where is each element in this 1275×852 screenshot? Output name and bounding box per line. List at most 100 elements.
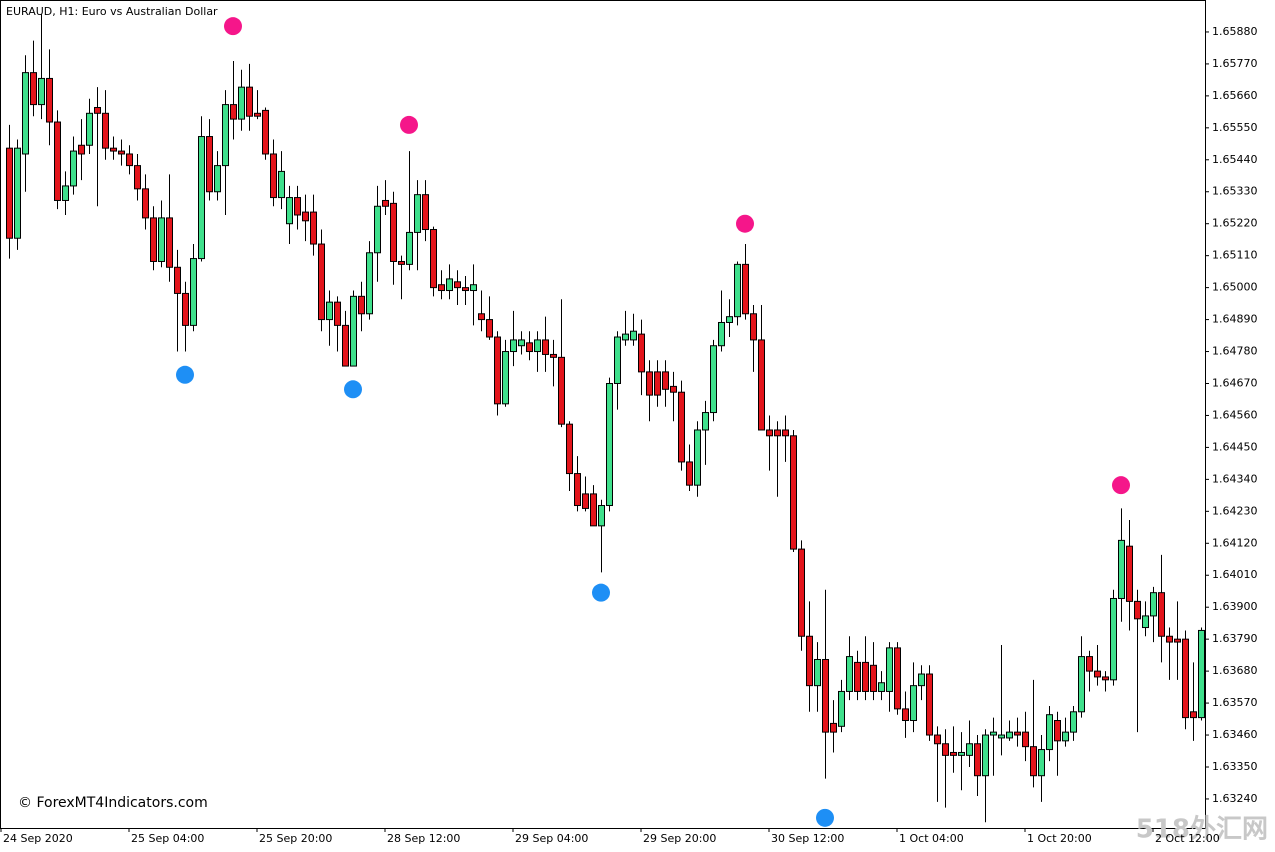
candle-body <box>702 412 709 431</box>
candle-body <box>510 339 517 353</box>
candle-body <box>414 194 421 233</box>
candle-body <box>894 647 901 710</box>
candle-body <box>542 339 549 355</box>
y-tick-label: 1.63570 <box>1212 696 1258 709</box>
candle-body <box>238 86 245 120</box>
candle-body <box>86 112 93 146</box>
candle-body <box>94 106 101 114</box>
candle-body <box>750 313 757 341</box>
y-tick-label: 1.63240 <box>1212 792 1258 805</box>
y-tick-label: 1.65220 <box>1212 217 1258 230</box>
candle-body <box>470 284 477 292</box>
y-tick-label: 1.64890 <box>1212 313 1258 326</box>
candle-body <box>942 743 949 756</box>
candle-body <box>310 211 317 245</box>
candle-body <box>494 336 501 405</box>
candle-body <box>1102 676 1109 681</box>
x-tick-label: 29 Sep 20:00 <box>643 832 716 845</box>
y-tick-label: 1.63350 <box>1212 760 1258 773</box>
candle-body <box>1014 731 1021 736</box>
candle-body <box>774 429 781 437</box>
candle-body <box>886 647 893 692</box>
candle-body <box>670 385 677 393</box>
candle-body <box>1094 670 1101 678</box>
candle-body <box>1118 539 1125 599</box>
candle-body <box>1174 638 1181 643</box>
y-tick-label: 1.64010 <box>1212 568 1258 581</box>
signal-dot <box>400 115 418 134</box>
candle-body <box>982 734 989 777</box>
candle-body <box>1134 600 1141 620</box>
candle-body <box>134 165 141 190</box>
candle-body <box>182 292 189 326</box>
candle-body <box>6 147 13 239</box>
candle-body <box>1110 597 1117 681</box>
y-tick-label: 1.65550 <box>1212 121 1258 134</box>
candle-body <box>878 682 885 692</box>
candle-body <box>222 104 229 167</box>
candle-body <box>1198 629 1205 719</box>
x-tick-label: 25 Sep 04:00 <box>131 832 204 845</box>
candle-body <box>582 493 589 509</box>
candle-body <box>862 661 869 692</box>
candle-body <box>430 229 437 289</box>
signal-dot <box>344 380 362 399</box>
candle-body <box>422 194 429 231</box>
candle-body <box>710 345 717 414</box>
candle-body <box>302 211 309 222</box>
candle-body <box>782 429 789 437</box>
x-tick-label: 24 Sep 2020 <box>3 832 73 845</box>
candle-body <box>158 217 165 262</box>
candle-body <box>726 316 733 323</box>
candle-body <box>742 263 749 315</box>
x-tick-label: 2 Oct 12:00 <box>1155 832 1220 845</box>
y-tick-label: 1.65110 <box>1212 249 1258 262</box>
candle-body <box>1006 731 1013 739</box>
candle-body <box>694 429 701 486</box>
candle-body <box>70 150 77 187</box>
candle-body <box>1158 592 1165 637</box>
y-tick-label: 1.63790 <box>1212 632 1258 645</box>
candle-body <box>910 685 917 722</box>
candle-body <box>278 170 285 199</box>
candle-body <box>590 493 597 527</box>
marks <box>6 14 1205 827</box>
y-tick-label: 1.65880 <box>1212 25 1258 38</box>
signal-dot <box>592 583 610 602</box>
x-tick-label: 1 Oct 04:00 <box>899 832 964 845</box>
x-tick-label: 25 Sep 20:00 <box>259 832 332 845</box>
watermark: © ForexMT4Indicators.com <box>18 795 208 811</box>
x-tick-label: 28 Sep 12:00 <box>387 832 460 845</box>
candle-body <box>1038 749 1045 777</box>
signal-dot <box>736 214 754 233</box>
candle-body <box>30 72 37 106</box>
candle-body <box>550 353 557 358</box>
candle-body <box>206 136 213 193</box>
candle-body <box>350 295 357 367</box>
x-tick-label: 29 Sep 04:00 <box>515 832 588 845</box>
candle-body <box>150 217 157 262</box>
candle-body <box>118 150 125 155</box>
candle-body <box>998 734 1005 739</box>
candle-body <box>686 461 693 486</box>
candle-body <box>358 295 365 315</box>
candle-body <box>958 751 965 756</box>
candle-body <box>486 319 493 338</box>
candle-body <box>734 263 741 318</box>
y-tick-label: 1.65330 <box>1212 185 1258 198</box>
candle-body <box>526 342 533 353</box>
y-tick-label: 1.64780 <box>1212 345 1258 358</box>
candle-body <box>838 690 845 727</box>
candle-body <box>638 333 645 373</box>
candle-body <box>166 217 173 268</box>
candle-body <box>286 197 293 225</box>
candle-body <box>54 121 61 201</box>
candle-body <box>446 278 453 292</box>
candle-body <box>246 86 253 117</box>
x-tick-label: 1 Oct 20:00 <box>1027 832 1092 845</box>
candle-body <box>38 77 45 106</box>
candle-body <box>390 202 397 262</box>
y-tick-label: 1.65770 <box>1212 57 1258 70</box>
candle-body <box>1062 731 1069 742</box>
